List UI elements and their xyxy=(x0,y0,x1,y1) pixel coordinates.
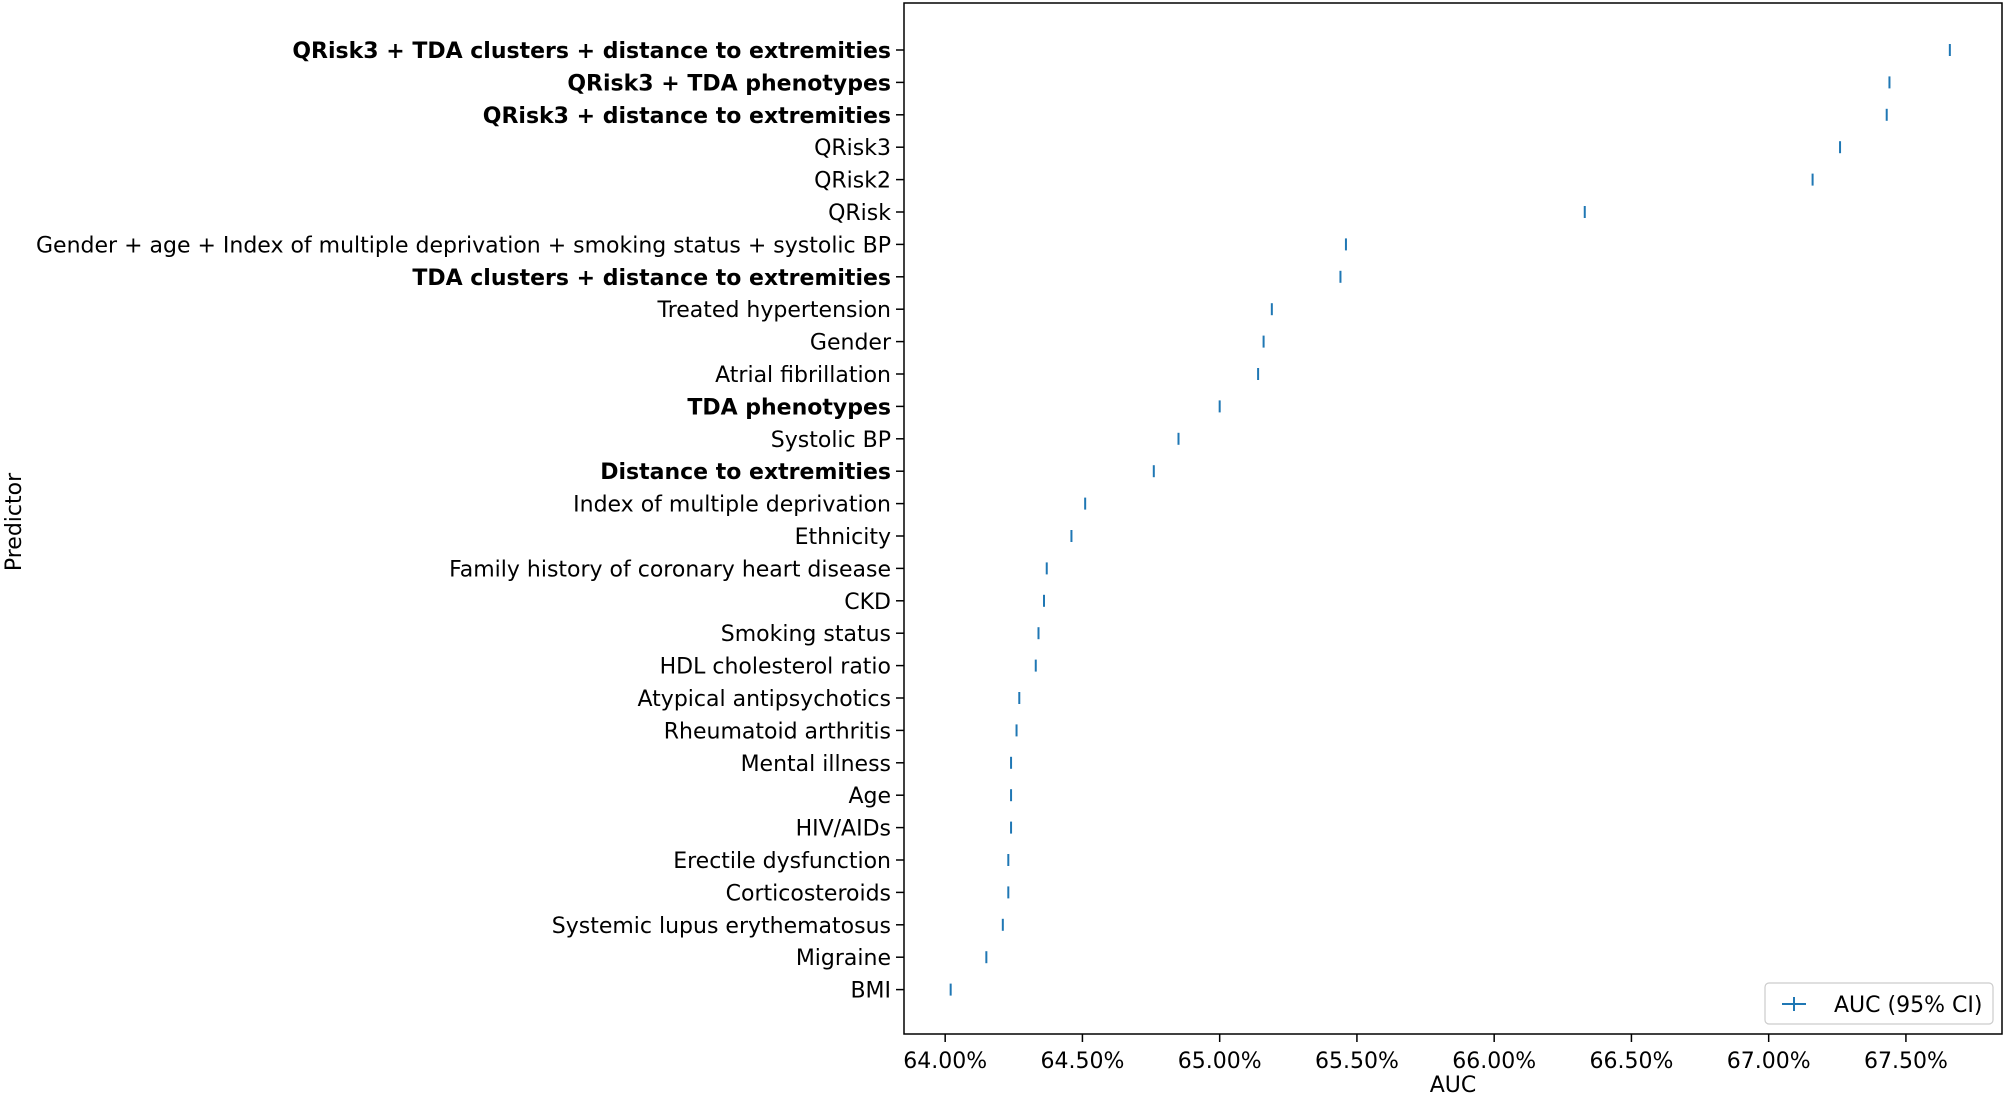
x-tick-label: 64.00% xyxy=(903,1049,987,1074)
x-tick-label: 66.00% xyxy=(1452,1049,1536,1074)
y-tick-labels: QRisk3 + TDA clusters + distance to extr… xyxy=(36,39,892,1004)
y-tick-label: Systolic BP xyxy=(771,428,891,453)
y-tick-label: BMI xyxy=(850,979,891,1004)
y-tick-label: Atrial fibrillation xyxy=(715,363,891,388)
y-tick-label: Mental illness xyxy=(741,752,891,777)
y-tick-label: Smoking status xyxy=(721,622,891,647)
y-tick-label: QRisk3 xyxy=(814,136,891,161)
y-tick-label: Systemic lupus erythematosus xyxy=(552,914,891,939)
x-tick-labels: 64.00% 64.50% 65.00% 65.50% 66.00% 66.50% 67.0… xyxy=(903,1049,1948,1074)
x-tick-label: 65.00% xyxy=(1178,1049,1262,1074)
y-tick-label: Age xyxy=(848,784,891,809)
y-tick-label: CKD xyxy=(844,590,891,615)
y-tick-label: Rheumatoid arthritis xyxy=(664,719,891,744)
y-tick-label: Erectile dysfunction xyxy=(673,849,891,874)
y-tick-label: Distance to extremities xyxy=(600,460,891,485)
y-tick-label: TDA clusters + distance to extremities xyxy=(412,266,891,291)
y-tick-label: QRisk3 + TDA clusters + distance to extr… xyxy=(292,39,891,64)
y-tick-label: Gender xyxy=(810,331,892,356)
x-tick-label: 66.50% xyxy=(1589,1049,1673,1074)
y-tick-label: HDL cholesterol ratio xyxy=(660,655,891,680)
y-tick-label: QRisk xyxy=(828,201,891,226)
y-tick-label: Gender + age + Index of multiple depriva… xyxy=(36,233,891,258)
y-tick-label: Corticosteroids xyxy=(726,881,891,906)
y-tick-marks xyxy=(896,49,904,991)
auc-markers xyxy=(949,44,1951,996)
y-tick-label: HIV/AIDs xyxy=(796,817,891,842)
x-tick-marks xyxy=(944,1034,1907,1042)
y-tick-label: Index of multiple deprivation xyxy=(573,493,891,518)
y-tick-label: QRisk2 xyxy=(814,169,891,194)
y-tick-label: QRisk3 + TDA phenotypes xyxy=(567,71,891,96)
y-axis-title: Predictor xyxy=(2,472,27,571)
x-tick-label: 67.00% xyxy=(1727,1049,1811,1074)
y-tick-label: Atypical antipsychotics xyxy=(638,687,891,712)
x-tick-label: 64.50% xyxy=(1040,1049,1124,1074)
x-tick-label: 65.50% xyxy=(1315,1049,1399,1074)
plot-area-frame xyxy=(903,2,2003,1035)
y-tick-label: Migraine xyxy=(796,946,891,971)
y-tick-label: QRisk3 + distance to extremities xyxy=(483,104,891,129)
x-axis-title: AUC xyxy=(1430,1073,1477,1094)
legend-label: AUC (95% CI) xyxy=(1834,993,1982,1018)
y-tick-label: Ethnicity xyxy=(795,525,891,550)
legend: AUC (95% CI) xyxy=(1764,982,1994,1025)
x-tick-label: 67.50% xyxy=(1864,1049,1948,1074)
y-tick-label: TDA phenotypes xyxy=(687,395,891,420)
y-tick-label: Family history of coronary heart disease xyxy=(449,557,891,582)
y-tick-label: Treated hypertension xyxy=(657,298,892,323)
legend-box xyxy=(1764,982,1994,1025)
